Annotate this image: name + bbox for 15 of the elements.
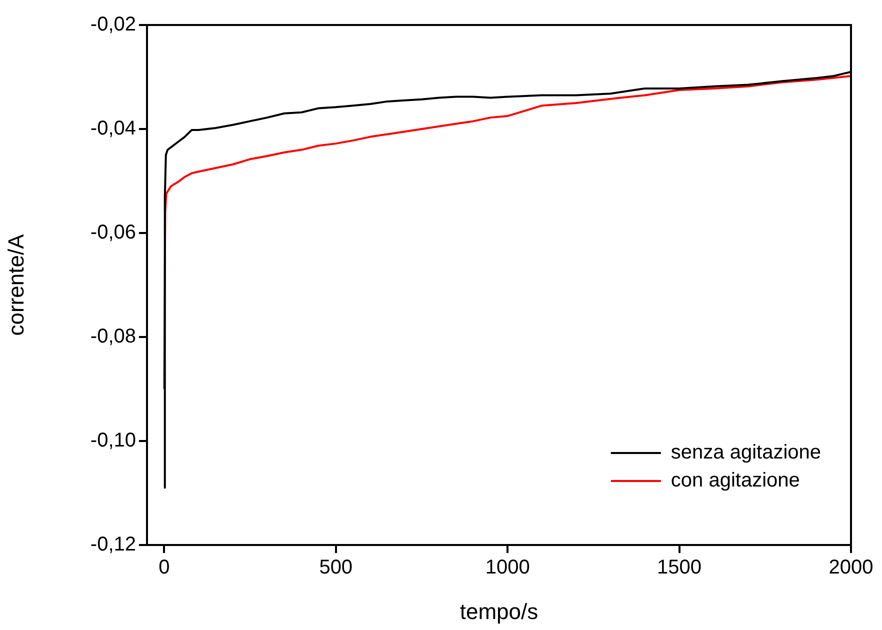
- x-tick-label: 500: [319, 556, 353, 579]
- legend-label: con agitazione: [670, 470, 800, 492]
- x-tick-label: 2000: [828, 556, 874, 579]
- y-axis-title: corrente/A: [3, 234, 28, 336]
- y-tick-label: -0,02: [90, 14, 136, 36]
- y-tick-label: -0,12: [90, 534, 136, 556]
- x-tick-label: 1000: [485, 556, 530, 579]
- y-tick-label: -0,04: [90, 118, 136, 140]
- legend-label: senza agitazione: [670, 442, 821, 464]
- x-tick-label: 1500: [657, 556, 702, 579]
- y-tick-label: -0,10: [90, 430, 136, 452]
- y-tick-label: -0,08: [90, 326, 136, 348]
- x-axis-title: tempo/s: [460, 598, 538, 624]
- x-tick-label: 0: [158, 556, 170, 579]
- y-tick-label: -0,06: [90, 222, 136, 244]
